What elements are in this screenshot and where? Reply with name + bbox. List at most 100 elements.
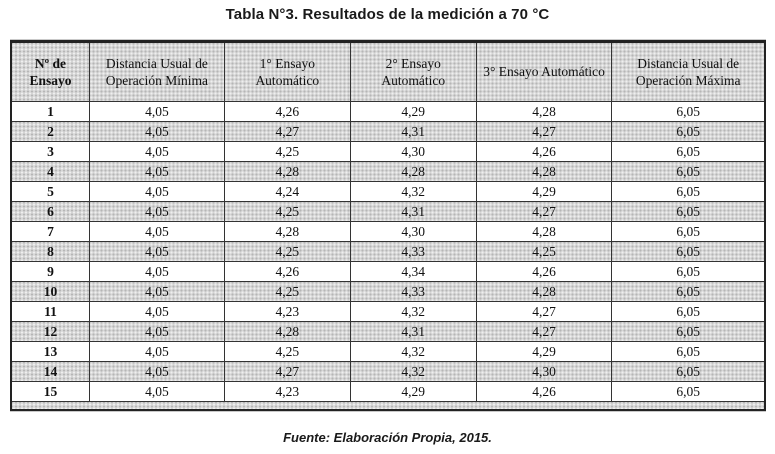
row-number-cell: 8 bbox=[10, 241, 90, 262]
value-cell: 4,26 bbox=[475, 381, 613, 402]
row-number-cell: 1 bbox=[10, 101, 90, 122]
row-number-cell: 12 bbox=[10, 321, 90, 342]
table-header: Nº de Ensayo Distancia Usual de Operació… bbox=[10, 41, 766, 102]
value-cell: 4,27 bbox=[475, 301, 613, 322]
value-cell: 4,28 bbox=[475, 101, 613, 122]
row-number-cell: 3 bbox=[10, 141, 90, 162]
value-cell: 4,05 bbox=[88, 281, 225, 302]
value-cell: 6,05 bbox=[611, 221, 766, 242]
value-cell: 4,27 bbox=[475, 121, 613, 142]
table-row: 4 4,05 4,28 4,28 4,28 6,05 bbox=[10, 161, 766, 182]
value-cell: 6,05 bbox=[611, 201, 766, 222]
row-number-cell: 11 bbox=[10, 301, 90, 322]
table-row: 10 4,05 4,25 4,33 4,28 6,05 bbox=[10, 281, 766, 302]
table-title: Tabla N°3. Resultados de la medición a 7… bbox=[225, 6, 550, 23]
row-number-cell: 7 bbox=[10, 221, 90, 242]
header-distancia-maxima: Distancia Usual de Operación Máxima bbox=[611, 41, 766, 102]
table-foot bbox=[11, 401, 765, 411]
value-cell: 4,24 bbox=[223, 181, 351, 202]
value-cell: 4,05 bbox=[88, 161, 225, 182]
value-cell: 6,05 bbox=[611, 161, 766, 182]
value-cell: 4,05 bbox=[88, 381, 225, 402]
value-cell: 4,32 bbox=[349, 181, 477, 202]
value-cell: 4,34 bbox=[349, 261, 477, 282]
source-note: Fuente: Elaboración Propia, 2015. bbox=[283, 430, 492, 445]
row-number-cell: 5 bbox=[10, 181, 90, 202]
value-cell: 4,25 bbox=[475, 241, 613, 262]
value-cell: 4,33 bbox=[349, 281, 477, 302]
value-cell: 4,33 bbox=[349, 241, 477, 262]
table-body: 1 4,05 4,26 4,29 4,28 6,05 2 4,05 4,27 4,31 4,27 6,… bbox=[10, 101, 766, 402]
value-cell: 4,30 bbox=[349, 221, 477, 242]
value-cell: 4,05 bbox=[88, 101, 225, 122]
value-cell: 6,05 bbox=[611, 261, 766, 282]
row-number-cell: 9 bbox=[10, 261, 90, 282]
row-number-cell: 4 bbox=[10, 161, 90, 182]
value-cell: 4,05 bbox=[88, 141, 225, 162]
value-cell: 6,05 bbox=[611, 381, 766, 402]
value-cell: 6,05 bbox=[611, 181, 766, 202]
value-cell: 4,26 bbox=[223, 101, 351, 122]
header-ensayo-2: 2° Ensayo Automático bbox=[349, 41, 477, 102]
value-cell: 4,05 bbox=[88, 121, 225, 142]
header-distancia-minima: Distancia Usual de Operación Mínima bbox=[88, 41, 225, 102]
document-page: Tabla N°3. Resultados de la medición a 7… bbox=[0, 6, 775, 454]
header-ensayo-3: 3° Ensayo Automático bbox=[475, 41, 613, 102]
table-row: 7 4,05 4,28 4,30 4,28 6,05 bbox=[10, 221, 766, 242]
value-cell: 4,28 bbox=[475, 281, 613, 302]
value-cell: 6,05 bbox=[611, 341, 766, 362]
bottom-strip-row bbox=[11, 401, 765, 411]
value-cell: 4,32 bbox=[349, 361, 477, 382]
value-cell: 6,05 bbox=[611, 361, 766, 382]
value-cell: 4,32 bbox=[349, 301, 477, 322]
value-cell: 4,28 bbox=[475, 221, 613, 242]
value-cell: 4,31 bbox=[349, 121, 477, 142]
value-cell: 4,25 bbox=[223, 141, 351, 162]
row-number-cell: 14 bbox=[10, 361, 90, 382]
value-cell: 6,05 bbox=[611, 141, 766, 162]
value-cell: 4,25 bbox=[223, 341, 351, 362]
value-cell: 6,05 bbox=[611, 121, 766, 142]
value-cell: 4,29 bbox=[475, 181, 613, 202]
value-cell: 4,27 bbox=[475, 201, 613, 222]
value-cell: 4,32 bbox=[349, 341, 477, 362]
value-cell: 4,27 bbox=[475, 321, 613, 342]
value-cell: 6,05 bbox=[611, 301, 766, 322]
value-cell: 4,26 bbox=[223, 261, 351, 282]
value-cell: 4,05 bbox=[88, 221, 225, 242]
value-cell: 4,05 bbox=[88, 201, 225, 222]
table-row: 8 4,05 4,25 4,33 4,25 6,05 bbox=[10, 241, 766, 262]
header-ensayo-number: Nº de Ensayo bbox=[10, 41, 90, 102]
table-row: 12 4,05 4,28 4,31 4,27 6,05 bbox=[10, 321, 766, 342]
row-number-cell: 13 bbox=[10, 341, 90, 362]
table-row: 1 4,05 4,26 4,29 4,28 6,05 bbox=[10, 101, 766, 122]
table-row: 5 4,05 4,24 4,32 4,29 6,05 bbox=[10, 181, 766, 202]
value-cell: 4,26 bbox=[475, 141, 613, 162]
value-cell: 6,05 bbox=[611, 321, 766, 342]
value-cell: 4,28 bbox=[223, 221, 351, 242]
value-cell: 4,30 bbox=[475, 361, 613, 382]
value-cell: 4,25 bbox=[223, 241, 351, 262]
value-cell: 4,28 bbox=[349, 161, 477, 182]
value-cell: 4,28 bbox=[475, 161, 613, 182]
value-cell: 4,27 bbox=[223, 121, 351, 142]
value-cell: 4,23 bbox=[223, 301, 351, 322]
results-table-container: Nº de Ensayo Distancia Usual de Operació… bbox=[10, 40, 766, 411]
value-cell: 4,31 bbox=[349, 201, 477, 222]
table-row: 3 4,05 4,25 4,30 4,26 6,05 bbox=[10, 141, 766, 162]
value-cell: 4,28 bbox=[223, 161, 351, 182]
value-cell: 4,05 bbox=[88, 241, 225, 262]
value-cell: 4,31 bbox=[349, 321, 477, 342]
header-row: Nº de Ensayo Distancia Usual de Operació… bbox=[10, 41, 766, 102]
value-cell: 4,05 bbox=[88, 341, 225, 362]
table-row: 13 4,05 4,25 4,32 4,29 6,05 bbox=[10, 341, 766, 362]
value-cell: 4,30 bbox=[349, 141, 477, 162]
row-number-cell: 6 bbox=[10, 201, 90, 222]
value-cell: 4,29 bbox=[349, 381, 477, 402]
table-row: 14 4,05 4,27 4,32 4,30 6,05 bbox=[10, 361, 766, 382]
row-number-cell: 15 bbox=[10, 381, 90, 402]
value-cell: 6,05 bbox=[611, 281, 766, 302]
value-cell: 4,28 bbox=[223, 321, 351, 342]
table-row: 2 4,05 4,27 4,31 4,27 6,05 bbox=[10, 121, 766, 142]
header-ensayo-1: 1° Ensayo Automático bbox=[223, 41, 351, 102]
